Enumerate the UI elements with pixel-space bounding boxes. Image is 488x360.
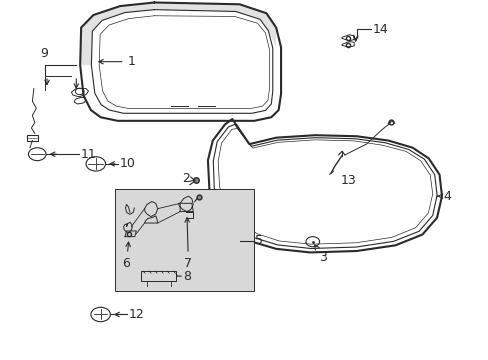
Text: 9: 9 <box>41 47 48 60</box>
Text: 11: 11 <box>80 148 96 161</box>
Text: 3: 3 <box>314 245 326 264</box>
Text: 8: 8 <box>183 270 191 283</box>
Text: 13: 13 <box>340 174 356 186</box>
Text: 4: 4 <box>436 190 450 203</box>
Text: 14: 14 <box>372 23 387 36</box>
Text: 2: 2 <box>182 172 195 185</box>
Text: 5: 5 <box>255 234 263 247</box>
Polygon shape <box>80 3 276 65</box>
Bar <box>141 271 176 281</box>
Text: 12: 12 <box>129 308 144 321</box>
Text: 7: 7 <box>184 218 192 270</box>
Bar <box>27 135 38 140</box>
Bar <box>115 189 254 291</box>
Text: 6: 6 <box>122 242 130 270</box>
Text: 10: 10 <box>119 157 135 170</box>
Text: 1: 1 <box>99 55 135 68</box>
